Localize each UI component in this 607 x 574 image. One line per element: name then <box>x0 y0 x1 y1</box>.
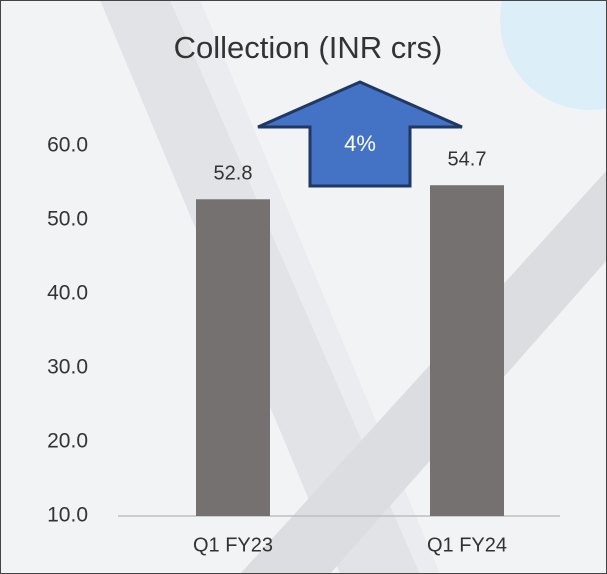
annotation: 4% <box>344 131 376 156</box>
chart-title: Collection (INR crs) <box>174 30 443 65</box>
arrow-shape <box>257 80 463 188</box>
y-tick-label: 20.0 <box>47 430 88 453</box>
bar <box>430 185 504 516</box>
y-tick-label: 50.0 <box>47 208 88 231</box>
y-tick-label: 30.0 <box>47 356 88 379</box>
x-tick-label: Q1 FY24 <box>427 534 507 556</box>
y-tick-label: 10.0 <box>47 504 88 527</box>
decor-circle <box>500 0 607 110</box>
decor-streak <box>240 170 607 574</box>
y-tick-label: 60.0 <box>47 134 88 157</box>
data-label: 52.8 <box>214 163 253 185</box>
y-tick-label: 40.0 <box>47 282 88 305</box>
x-tick-label: Q1 FY23 <box>193 534 273 556</box>
data-label: 54.7 <box>448 149 487 171</box>
growth-arrow: 4% <box>257 80 463 188</box>
bar <box>196 199 270 516</box>
